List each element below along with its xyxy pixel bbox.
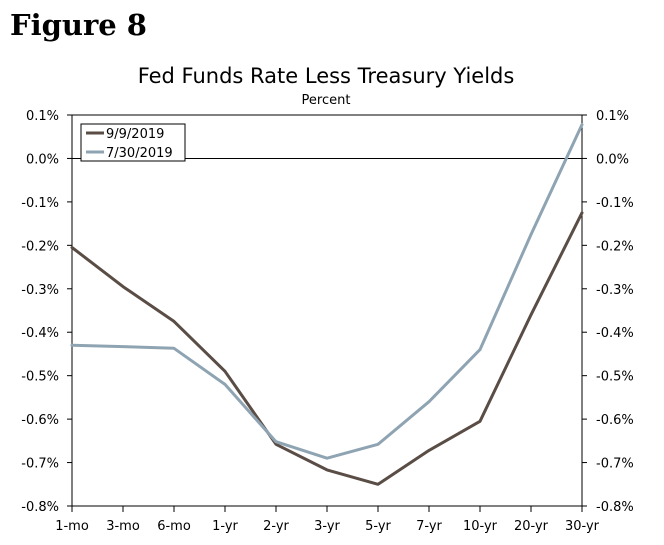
y-tick-label-right: -0.3% [596,283,634,298]
chart-title: Fed Funds Rate Less Treasury Yields [138,64,515,88]
data-point-7-30-2019 [173,347,175,349]
x-tick-label: 7-yr [416,519,442,534]
data-point-9-9-2019 [275,443,277,445]
legend: 9/9/2019 7/30/2019 [80,123,186,162]
data-point-7-30-2019 [530,233,532,235]
data-point-9-9-2019 [224,370,226,372]
y-tick-label-left: -0.5% [21,370,59,385]
data-point-7-30-2019 [71,344,73,346]
plot-area [71,114,583,507]
data-point-7-30-2019 [581,124,583,126]
legend-label-7-30-2019: 7/30/2019 [106,146,173,161]
data-point-7-30-2019 [122,346,124,348]
x-tick-label: 20-yr [514,519,549,534]
x-tick-label: 2-yr [263,519,289,534]
y-tick-label-left: -0.4% [21,326,59,341]
y-tick-label-right: -0.4% [596,326,634,341]
data-point-9-9-2019 [581,212,583,214]
y-tick-label-right: -0.6% [596,413,634,428]
y-tick-label-right: 0.1% [596,109,629,124]
data-point-7-30-2019 [479,349,481,351]
y-tick-label-right: 0.0% [596,152,629,167]
y-tick-label-right: -0.8% [596,500,634,515]
data-point-9-9-2019 [71,247,73,249]
y-tick-label-left: -0.7% [21,457,59,472]
data-point-9-9-2019 [122,286,124,288]
y-tick-label-left: -0.8% [21,500,59,515]
chart-subtitle: Percent [302,93,351,108]
y-tick-label-right: -0.1% [596,196,634,211]
y-tick-label-right: -0.2% [596,239,634,254]
data-point-9-9-2019 [173,320,175,322]
figure-label: Figure 8 [10,8,147,42]
x-tick-label: 3-mo [106,519,140,534]
x-tick-label: 5-yr [365,519,391,534]
y-tick-label-left: -0.1% [21,196,59,211]
data-point-9-9-2019 [479,420,481,422]
y-tick-label-left: -0.2% [21,239,59,254]
data-point-7-30-2019 [377,443,379,445]
x-tick-label: 30-yr [565,519,600,534]
y-tick-label-left: 0.0% [26,152,59,167]
data-point-9-9-2019 [377,483,379,485]
data-point-9-9-2019 [326,469,328,471]
data-point-9-9-2019 [530,314,532,316]
data-point-7-30-2019 [428,401,430,403]
data-point-9-9-2019 [428,449,430,451]
y-tick-label-left: -0.3% [21,283,59,298]
x-tick-label: 6-mo [157,519,191,534]
legend-label-9-9-2019: 9/9/2019 [106,127,164,142]
data-point-7-30-2019 [224,383,226,385]
y-tick-label-left: -0.6% [21,413,59,428]
x-tick-label: 10-yr [463,519,498,534]
data-point-7-30-2019 [275,441,277,443]
x-tick-label: 3-yr [314,519,340,534]
legend-box [80,123,186,162]
x-tick-label: 1-yr [212,519,238,534]
y-tick-label-left: 0.1% [26,109,59,124]
x-tick-label: 1-mo [55,519,89,534]
series-line-7-30-2019 [70,123,584,460]
y-tick-label-right: -0.5% [596,370,634,385]
data-point-7-30-2019 [326,457,328,459]
y-tick-label-right: -0.7% [596,457,634,472]
